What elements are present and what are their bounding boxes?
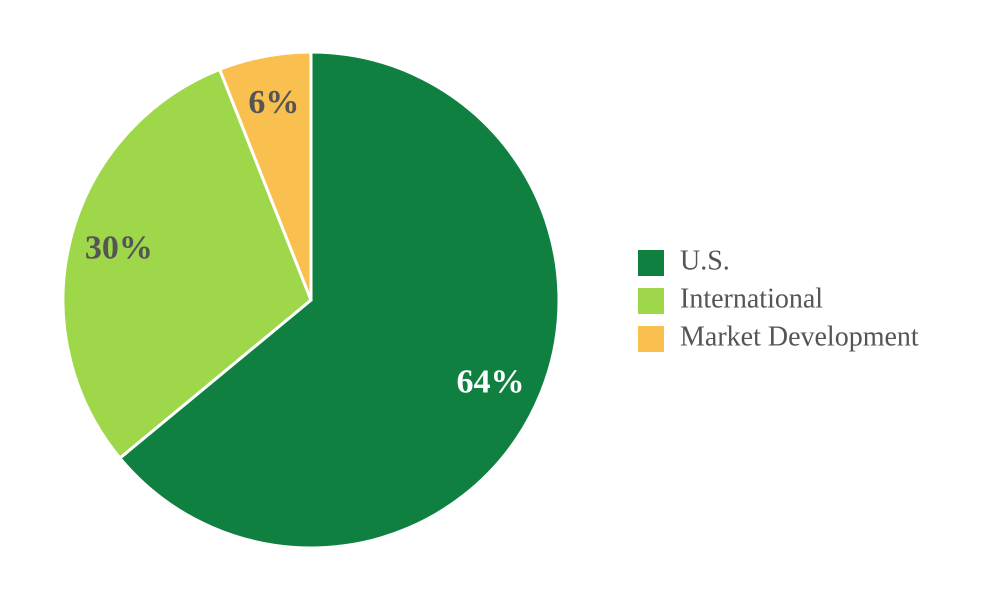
legend-swatch: [638, 326, 664, 352]
legend-label: Market Development: [680, 321, 919, 352]
value-label: 6%: [248, 84, 299, 121]
legend-label: International: [680, 283, 823, 314]
pie-slice: [117, 50, 561, 550]
legend-swatch: [638, 250, 664, 276]
pie-slice: [217, 50, 313, 301]
value-label: 30%: [85, 229, 153, 266]
legend-label: U.S.: [680, 245, 730, 276]
legend-swatch: [638, 288, 664, 314]
pie-slice: [61, 67, 313, 461]
value-label: 64%: [457, 363, 525, 400]
